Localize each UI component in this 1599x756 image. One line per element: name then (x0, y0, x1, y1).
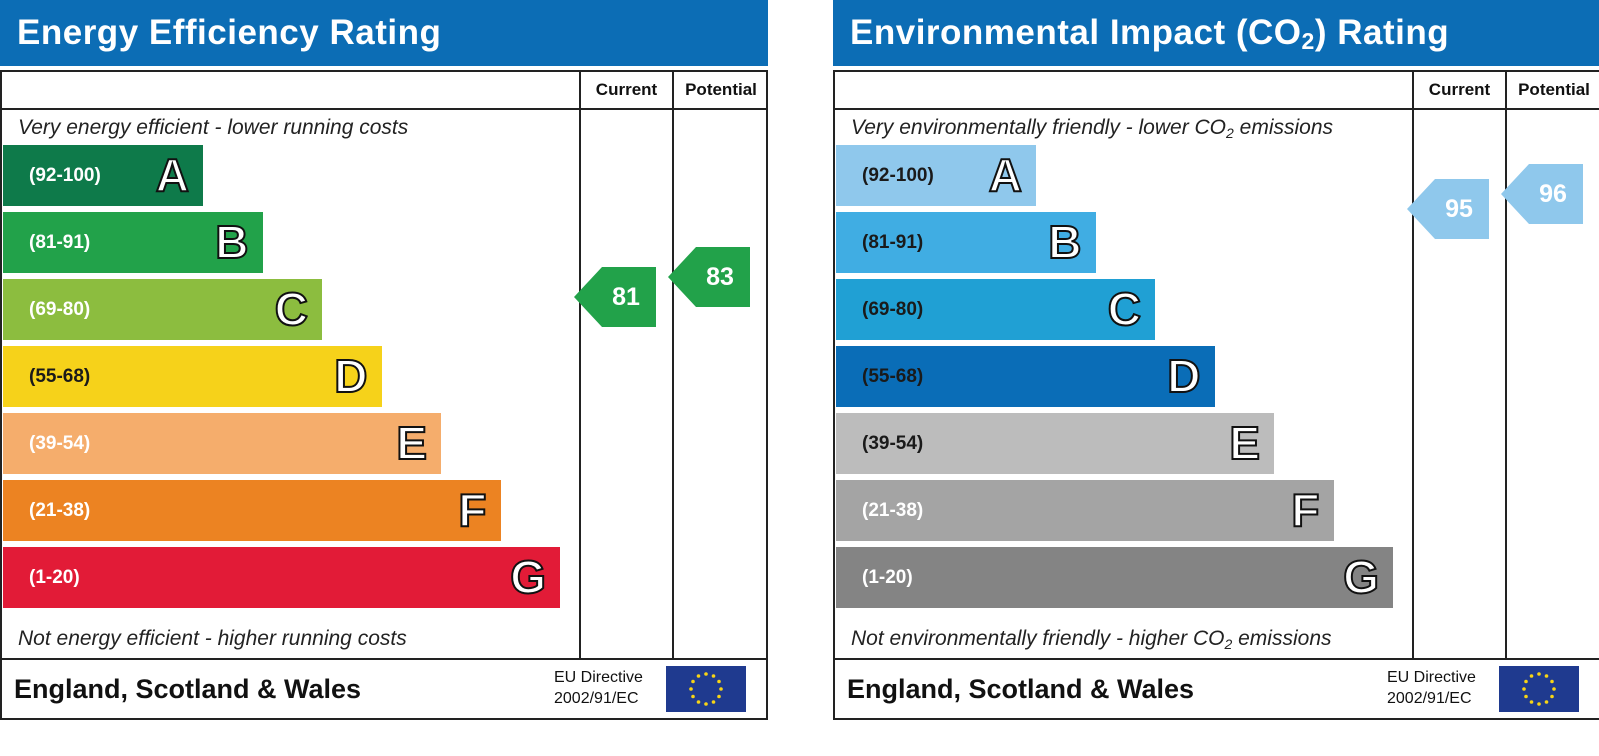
rating-band-d: (55-68) D (3, 346, 382, 407)
potential-rating-value: 83 (706, 263, 734, 291)
chart-title: Energy Efficiency Rating (0, 0, 768, 66)
bottom-note: Not environmentally friendly - higher CO… (851, 627, 1332, 651)
rating-band-e: (39-54) E (3, 413, 441, 474)
rating-band-f: (21-38) F (3, 480, 501, 541)
band-letter: E (1228, 416, 1261, 470)
rating-band-f: (21-38) F (836, 480, 1334, 541)
potential-rating-arrow: 83 (668, 247, 750, 307)
band-letter: D (333, 349, 368, 403)
eu-directive-line2: 2002/91/EC (554, 690, 639, 707)
eu-flag-icon (666, 666, 746, 712)
rating-band-c: (69-80) C (3, 279, 322, 340)
potential-rating-arrow: 96 (1501, 163, 1583, 224)
band-letter: G (1342, 550, 1380, 604)
band-range-label: (55-68) (862, 366, 924, 387)
band-letter: D (1166, 349, 1201, 403)
band-range-label: (69-80) (862, 299, 924, 320)
footer-divider (2, 658, 766, 660)
chart-title-main: Environmental Impact (CO (850, 13, 1302, 52)
rating-band-c: (69-80) C (836, 279, 1155, 340)
current-column-header: Current (1428, 80, 1491, 99)
band-range-label: (1-20) (29, 567, 80, 588)
current-column-header: Current (595, 80, 658, 99)
bottom-note: Not energy efficient - higher running co… (18, 627, 407, 650)
band-letter: C (274, 282, 309, 336)
band-letter: C (1107, 282, 1142, 336)
band-letter: F (457, 483, 487, 537)
band-range-label: (21-38) (29, 500, 91, 521)
rating-band-b: (81-91) B (836, 212, 1096, 273)
band-letter: B (214, 215, 249, 269)
rating-band-e: (39-54) E (836, 413, 1274, 474)
band-letter: B (1047, 215, 1082, 269)
bottom-note-main: Not environmentally friendly - higher CO (851, 627, 1225, 650)
band-letter: E (395, 416, 428, 470)
band-range-label: (39-54) (862, 433, 924, 454)
current-rating-arrow: 95 (1407, 179, 1489, 240)
bottom-note-subscript: 2 (1224, 636, 1233, 652)
column-divider (1412, 72, 1414, 658)
top-note: Very energy efficient - lower running co… (18, 116, 409, 139)
environmental-impact-panel: Environmental Impact (CO2) Rating Curren… (833, 0, 1599, 720)
chart-title-subscript: 2 (1301, 28, 1315, 54)
potential-rating-value: 96 (1539, 179, 1567, 208)
rating-band-g: (1-20) G (3, 547, 560, 608)
band-range-label: (92-100) (862, 165, 934, 186)
potential-column-header: Potential (685, 80, 757, 99)
column-divider (1505, 72, 1507, 658)
footer-region: England, Scotland & Wales (847, 674, 1195, 704)
rating-band-g: (1-20) G (836, 547, 1393, 608)
current-rating-value: 95 (1445, 195, 1473, 224)
column-divider (672, 72, 674, 658)
band-range-label: (92-100) (29, 165, 101, 186)
rating-band-a: (92-100) A (836, 145, 1036, 206)
band-range-label: (69-80) (29, 299, 91, 320)
current-rating-arrow: 81 (574, 267, 656, 327)
band-range-label: (81-91) (862, 232, 924, 253)
band-letter: A (988, 148, 1023, 202)
eu-directive-line1: EU Directive (554, 669, 643, 686)
rating-band-d: (55-68) D (836, 346, 1215, 407)
chart-title-end: ) Rating (1314, 13, 1450, 52)
top-note-main: Very environmentally friendly - lower CO (851, 116, 1227, 139)
header-divider (2, 108, 766, 110)
potential-column-header: Potential (1518, 80, 1590, 99)
band-letter: A (155, 148, 190, 202)
current-rating-value: 81 (612, 283, 640, 311)
bottom-note-end: emissions (1232, 627, 1332, 650)
rating-band-a: (92-100) A (3, 145, 203, 206)
band-range-label: (81-91) (29, 232, 91, 253)
band-range-label: (1-20) (862, 567, 913, 588)
eu-directive-text: EU Directive 2002/91/EC (554, 667, 643, 709)
eu-directive-text: EU Directive 2002/91/EC (1387, 667, 1476, 709)
header-divider (835, 108, 1599, 110)
rating-band-b: (81-91) B (3, 212, 263, 273)
rating-grid: Current Potential Very energy efficient … (0, 70, 768, 720)
band-range-label: (21-38) (862, 500, 924, 521)
column-divider (579, 72, 581, 658)
band-letter: G (509, 550, 547, 604)
chart-title: Environmental Impact (CO2) Rating (833, 0, 1599, 66)
rating-grid: Current Potential Very environmentally f… (833, 70, 1599, 720)
eu-directive-line2: 2002/91/EC (1387, 690, 1472, 707)
band-range-label: (39-54) (29, 433, 91, 454)
top-note: Very environmentally friendly - lower CO… (851, 116, 1333, 140)
band-range-label: (55-68) (29, 366, 91, 387)
eu-flag-icon (1499, 666, 1579, 712)
band-letter: F (1290, 483, 1320, 537)
top-note-end: emissions (1233, 116, 1334, 139)
top-note-subscript: 2 (1226, 125, 1234, 141)
footer-divider (835, 658, 1599, 660)
eu-directive-line1: EU Directive (1387, 669, 1476, 686)
energy-efficiency-panel: Energy Efficiency Rating Current Potenti… (0, 0, 768, 720)
footer-region: England, Scotland & Wales (14, 674, 362, 704)
